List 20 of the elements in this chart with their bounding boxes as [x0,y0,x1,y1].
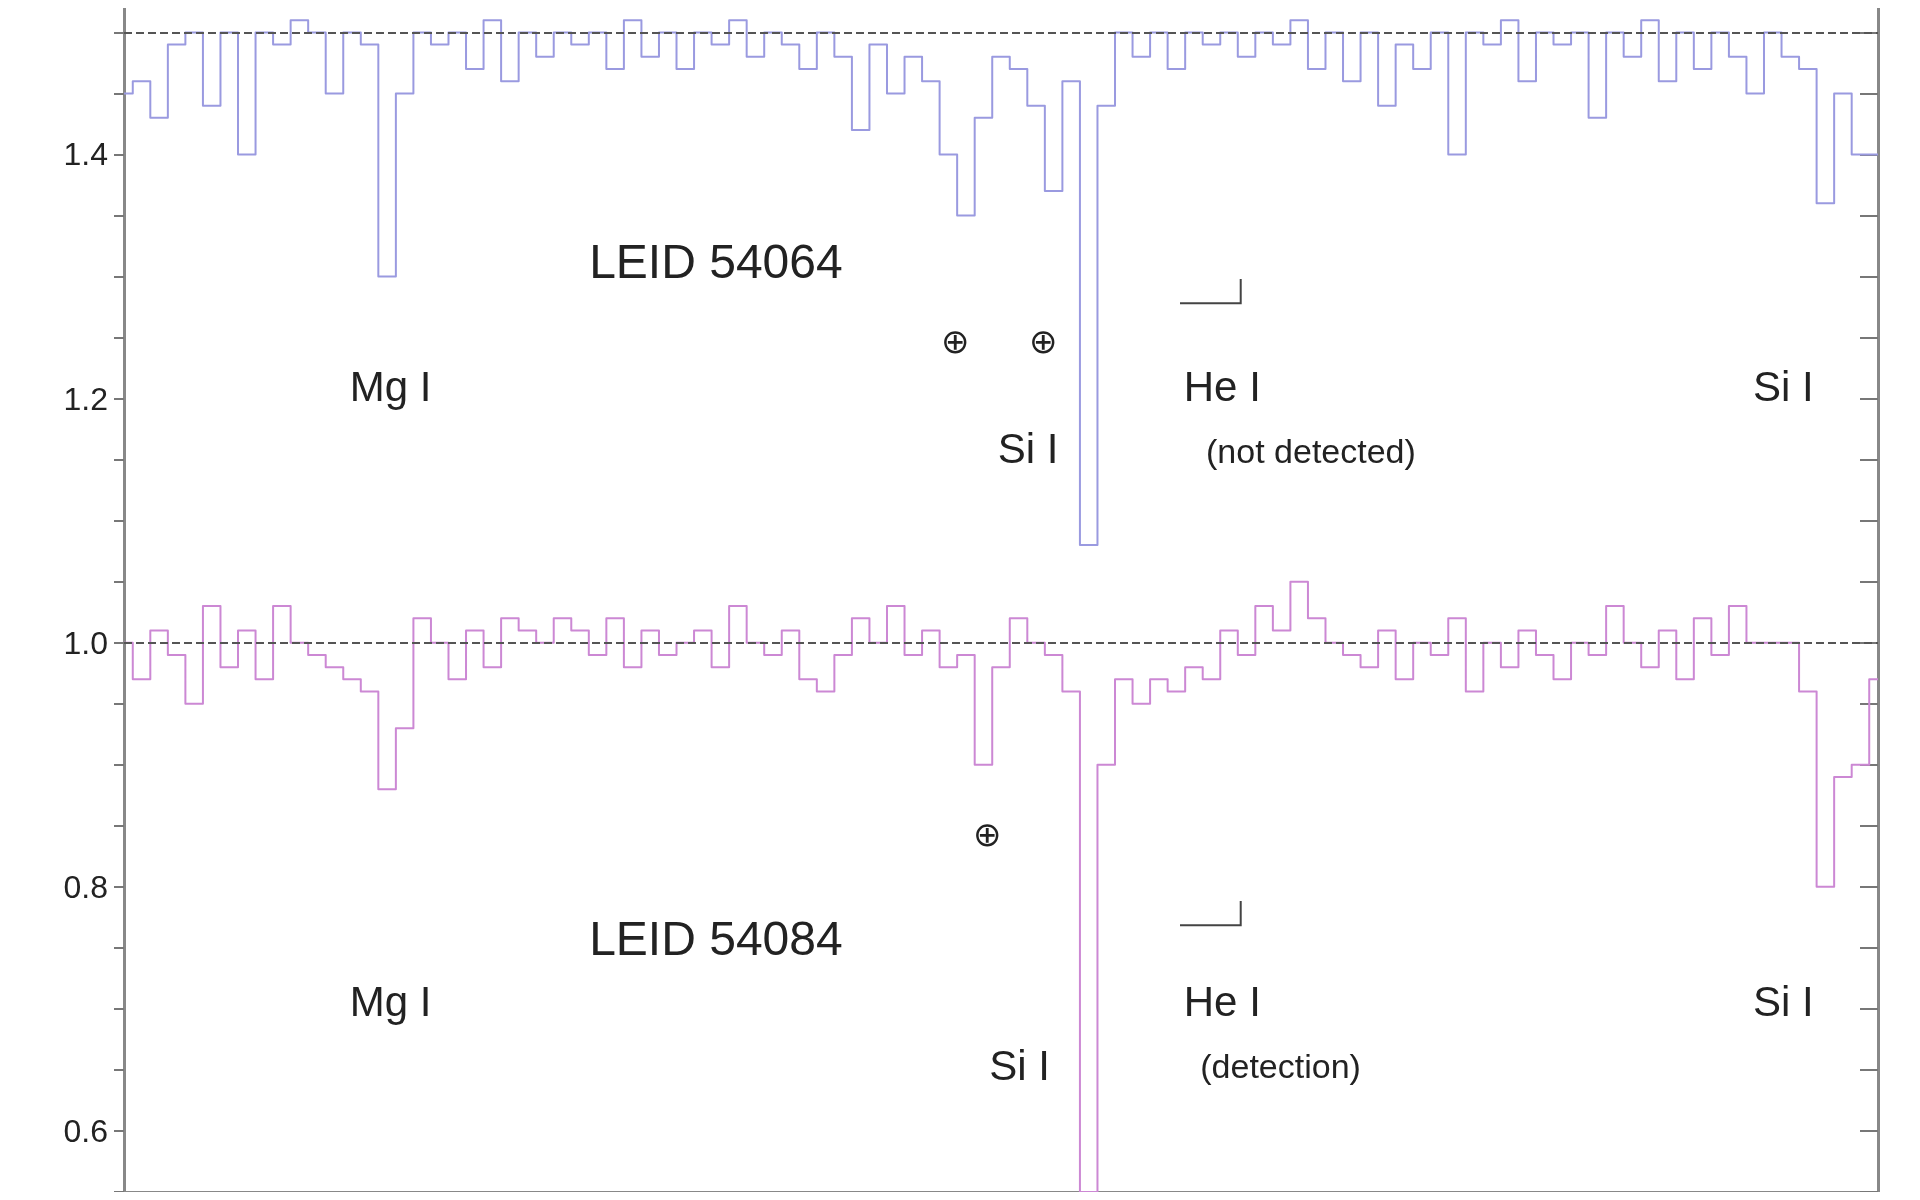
y-tick-label: 1.2 [63,380,108,417]
annotation: ⊕ [972,815,1001,854]
y-tick-label: 0.6 [63,1112,108,1149]
y-tick-label: 1.4 [63,136,108,173]
annotation: He I [1183,362,1261,410]
annotation: Si I [1752,977,1814,1025]
y-tick-label: 0.8 [63,868,108,905]
annotation: LEID 54084 [589,911,843,965]
y-tick-label: 1.0 [63,624,108,661]
annotation: Si I [1752,362,1814,410]
annotation: (not detected) [1206,432,1416,471]
annotation: Si I [997,425,1059,473]
annotation: Mg I [349,362,432,410]
annotation: (detection) [1200,1047,1361,1086]
annotation: ⊕ [1028,322,1057,361]
annotation: He I [1183,977,1261,1025]
annotation: LEID 54064 [589,235,843,289]
annotation: Mg I [349,977,432,1025]
annotation: ⊕ [941,322,970,361]
annotation: Si I [989,1041,1050,1089]
